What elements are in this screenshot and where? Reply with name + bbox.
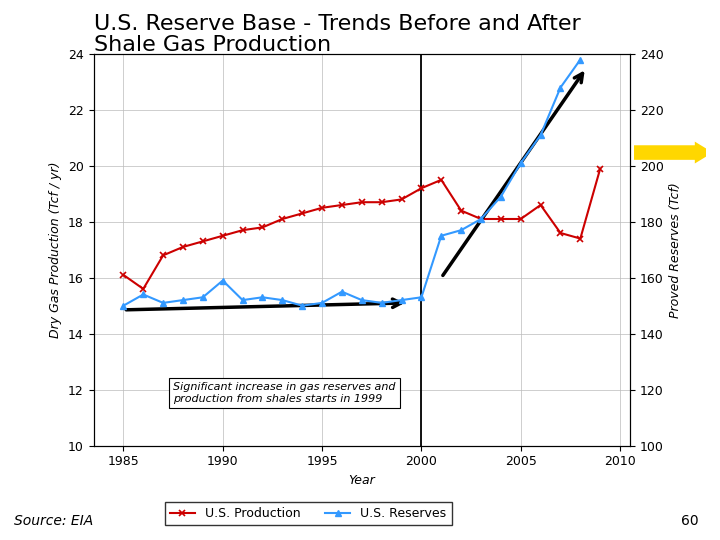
U.S. Reserves [397, 297, 406, 303]
U.S. Production [338, 202, 346, 208]
U.S. Production [298, 210, 307, 217]
Text: 60: 60 [681, 514, 698, 528]
U.S. Reserves [536, 132, 545, 138]
U.S. Reserves [576, 56, 585, 63]
U.S. Production [456, 207, 465, 214]
U.S. Reserves [298, 302, 307, 309]
U.S. Reserves [477, 216, 485, 222]
U.S. Reserves [318, 300, 326, 306]
U.S. Reserves [238, 297, 247, 303]
Text: Significant increase in gas reserves and
production from shales starts in 1999: Significant increase in gas reserves and… [173, 382, 395, 403]
U.S. Reserves [159, 300, 168, 306]
U.S. Reserves [139, 291, 148, 298]
U.S. Reserves [218, 277, 227, 284]
U.S. Reserves [258, 294, 267, 301]
Line: U.S. Production: U.S. Production [121, 166, 603, 292]
U.S. Production [159, 252, 168, 259]
Y-axis label: Dry Gas Production (Tcf / yr): Dry Gas Production (Tcf / yr) [50, 161, 63, 338]
U.S. Reserves [179, 297, 187, 303]
U.S. Production [377, 199, 386, 205]
U.S. Production [437, 177, 446, 183]
U.S. Reserves [278, 297, 287, 303]
U.S. Reserves [338, 288, 346, 295]
U.S. Production [238, 227, 247, 233]
U.S. Production [397, 196, 406, 202]
U.S. Reserves [456, 227, 465, 233]
U.S. Production [536, 202, 545, 208]
U.S. Production [556, 230, 564, 236]
U.S. Production [497, 216, 505, 222]
Text: U.S. Reserve Base - Trends Before and After: U.S. Reserve Base - Trends Before and Af… [94, 14, 580, 33]
U.S. Reserves [556, 84, 564, 91]
U.S. Production [218, 233, 227, 239]
U.S. Production [596, 165, 605, 172]
U.S. Production [179, 244, 187, 250]
U.S. Reserves [377, 300, 386, 306]
Text: Source: EIA: Source: EIA [14, 514, 94, 528]
U.S. Production [516, 216, 525, 222]
Line: U.S. Reserves: U.S. Reserves [121, 57, 583, 308]
U.S. Reserves [437, 233, 446, 239]
FancyArrow shape [634, 141, 713, 164]
U.S. Production [357, 199, 366, 205]
U.S. Reserves [357, 297, 366, 303]
U.S. Production [258, 224, 267, 231]
Y-axis label: Proved Reserves (Tcf): Proved Reserves (Tcf) [669, 182, 682, 318]
Text: Shale Gas Production: Shale Gas Production [94, 35, 330, 55]
U.S. Reserves [199, 294, 207, 301]
U.S. Reserves [516, 160, 525, 166]
U.S. Reserves [119, 302, 127, 309]
U.S. Reserves [417, 294, 426, 301]
U.S. Production [139, 286, 148, 292]
U.S. Production [477, 216, 485, 222]
Legend: U.S. Production, U.S. Reserves: U.S. Production, U.S. Reserves [165, 502, 451, 525]
U.S. Reserves [497, 193, 505, 200]
X-axis label: Year: Year [348, 474, 375, 487]
U.S. Production [576, 235, 585, 242]
U.S. Production [119, 272, 127, 278]
U.S. Production [318, 205, 326, 211]
U.S. Production [199, 238, 207, 245]
U.S. Production [278, 216, 287, 222]
U.S. Production [417, 185, 426, 192]
